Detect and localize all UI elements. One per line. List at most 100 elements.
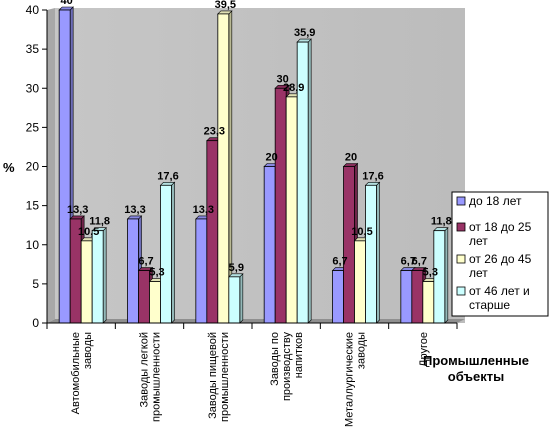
x-axis-title-line: объекты bbox=[448, 369, 504, 384]
y-tick-label: 35 bbox=[26, 42, 40, 56]
data-label: 6,7 bbox=[401, 256, 416, 268]
y-tick-label: 5 bbox=[32, 277, 39, 291]
data-label: 5,3 bbox=[423, 267, 438, 279]
legend-label-line: от 18 до 25 bbox=[469, 220, 532, 234]
legend-box bbox=[451, 191, 549, 317]
bar bbox=[217, 10, 233, 324]
bar-front bbox=[422, 281, 435, 324]
category-label-line: промышленности bbox=[219, 332, 231, 422]
data-label: 17,6 bbox=[157, 170, 178, 182]
bar bbox=[159, 181, 176, 324]
bar bbox=[228, 273, 244, 324]
data-label: 10,5 bbox=[351, 226, 372, 238]
bar-side bbox=[171, 181, 175, 324]
legend-item: от 46 лет и старше bbox=[456, 284, 530, 312]
legend-label: от 18 до 25 лет bbox=[469, 220, 532, 248]
data-label: 6,7 bbox=[332, 256, 347, 268]
legend-label-line: старше bbox=[469, 298, 510, 312]
plot-back-wall bbox=[55, 8, 465, 323]
bar-front bbox=[58, 9, 71, 324]
x-axis: Автомобильныезаводы Заводы легкойпромышле… bbox=[46, 322, 458, 427]
bar-front bbox=[285, 96, 298, 324]
data-label: 6,7 bbox=[138, 256, 153, 268]
category-label: Заводы легкойпромышленности bbox=[139, 332, 163, 422]
category-label-line: заводы bbox=[356, 332, 368, 369]
data-label: 13,3 bbox=[67, 204, 88, 216]
y-tick-label: 20 bbox=[26, 160, 40, 174]
y-axis-title: % bbox=[3, 160, 15, 175]
data-label: 40 bbox=[61, 0, 73, 7]
y-tick-label: 15 bbox=[26, 199, 40, 213]
bar-front bbox=[138, 270, 150, 324]
y-tick-label: 40 bbox=[26, 3, 40, 17]
bar-front bbox=[149, 281, 161, 324]
data-label: 11,8 bbox=[431, 216, 452, 228]
y-axis: 0 5 10 15 20 25 30 35 40 bbox=[26, 3, 48, 330]
y-tick-label: 0 bbox=[32, 316, 39, 330]
data-label: 13,3 bbox=[193, 204, 214, 216]
bar-front bbox=[365, 184, 377, 324]
bar-front bbox=[343, 166, 355, 324]
legend-label: до 18 лет bbox=[469, 194, 522, 208]
legend-label-line: от 26 до 45 bbox=[469, 252, 532, 266]
data-label: 11,8 bbox=[89, 216, 110, 228]
legend-item: от 18 до 25 лет bbox=[456, 220, 532, 248]
data-label: 39,5 bbox=[215, 0, 236, 11]
data-label: 35,9 bbox=[294, 27, 315, 39]
bar-front bbox=[91, 230, 104, 324]
category-label-line: напитков bbox=[293, 332, 305, 378]
category-label: Заводы попроизводствунапитков bbox=[269, 332, 305, 402]
bar-front bbox=[206, 140, 219, 324]
bars bbox=[58, 6, 449, 324]
plot-side-wall bbox=[47, 8, 55, 323]
data-labels: 4013,310,511,813,36,75,317,613,323,339,5… bbox=[61, 0, 452, 279]
legend-item: от 26 до 45 лет bbox=[456, 252, 532, 280]
legend-label: от 46 лет и старше bbox=[469, 284, 530, 312]
data-label: 20 bbox=[266, 152, 278, 164]
data-label: 28,9 bbox=[283, 82, 304, 94]
bar-front bbox=[80, 240, 93, 324]
bar-side bbox=[307, 38, 312, 324]
legend-label-line: лет bbox=[469, 234, 488, 248]
category-label: Другое bbox=[418, 332, 430, 367]
bar-front bbox=[354, 240, 366, 324]
bar-side bbox=[102, 226, 107, 324]
bar-front bbox=[217, 13, 230, 324]
bar-front bbox=[127, 218, 139, 324]
legend-swatch bbox=[456, 286, 466, 296]
data-label: 5,3 bbox=[149, 267, 164, 279]
data-label: 10,5 bbox=[78, 226, 99, 238]
data-label: 23,3 bbox=[204, 126, 225, 138]
category-label: Автомобильныезаводы bbox=[70, 332, 94, 414]
legend-label-line: от 46 лет и bbox=[469, 284, 530, 298]
bar-front bbox=[160, 184, 172, 324]
legend-swatch bbox=[456, 254, 466, 264]
data-label: 6,7 bbox=[412, 256, 427, 268]
y-tick-label: 25 bbox=[26, 120, 40, 134]
legend-label: от 26 до 45 лет bbox=[469, 252, 532, 280]
category-label-line: производству bbox=[281, 332, 293, 402]
bar-front bbox=[400, 270, 413, 324]
bar-side bbox=[239, 273, 244, 324]
category-label-line: Заводы пищевой bbox=[207, 332, 219, 419]
bar-side bbox=[376, 181, 380, 324]
category-label-line: Автомобильные bbox=[70, 332, 82, 414]
bar-front bbox=[332, 270, 344, 324]
y-tick-label: 30 bbox=[26, 81, 40, 95]
y-tick-label: 10 bbox=[26, 238, 40, 252]
x-axis-title-text: Промышленные объекты bbox=[423, 353, 529, 384]
category-label-line: промышленности bbox=[151, 332, 163, 422]
legend-swatch bbox=[456, 196, 466, 206]
data-label: 5,9 bbox=[229, 262, 244, 274]
bar-front bbox=[195, 218, 208, 324]
data-label: 13,3 bbox=[124, 204, 145, 216]
category-label: Металлургическиезаводы bbox=[344, 332, 368, 427]
bar-side bbox=[444, 226, 449, 324]
bar-front bbox=[228, 276, 241, 324]
bar-front bbox=[274, 87, 287, 324]
legend-label-line: до 18 лет bbox=[469, 194, 522, 208]
category-label-line: заводы bbox=[82, 332, 94, 369]
bar bbox=[91, 226, 107, 324]
